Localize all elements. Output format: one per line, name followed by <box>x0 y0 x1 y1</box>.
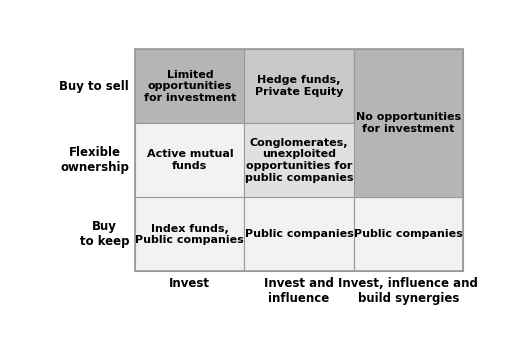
Text: Invest: Invest <box>169 277 210 290</box>
Bar <box>244 49 353 123</box>
Bar <box>244 197 353 272</box>
Text: Limited
opportunities
for investment: Limited opportunities for investment <box>144 70 236 103</box>
Text: Buy to sell: Buy to sell <box>60 80 129 93</box>
Text: Index funds,
Public companies: Index funds, Public companies <box>135 223 244 245</box>
Text: No opportunities
for investment: No opportunities for investment <box>356 113 461 134</box>
Text: Conglomerates,
unexploited
opportunities for
public companies: Conglomerates, unexploited opportunities… <box>245 138 353 183</box>
Text: Buy
to keep: Buy to keep <box>80 220 129 249</box>
Bar <box>353 49 463 197</box>
Text: Public companies: Public companies <box>244 229 353 239</box>
Bar <box>135 49 463 272</box>
Bar <box>353 197 463 272</box>
Text: Invest, influence and
build synergies: Invest, influence and build synergies <box>338 277 479 305</box>
Bar <box>135 123 244 197</box>
Text: Flexible
ownership: Flexible ownership <box>60 146 129 174</box>
Text: Invest and
influence: Invest and influence <box>264 277 334 305</box>
Bar <box>135 197 244 272</box>
Bar <box>244 123 353 197</box>
Text: Hedge funds,
Private Equity: Hedge funds, Private Equity <box>255 75 343 97</box>
Text: Public companies: Public companies <box>354 229 463 239</box>
Bar <box>135 49 244 123</box>
Text: Active mutual
funds: Active mutual funds <box>146 149 233 171</box>
